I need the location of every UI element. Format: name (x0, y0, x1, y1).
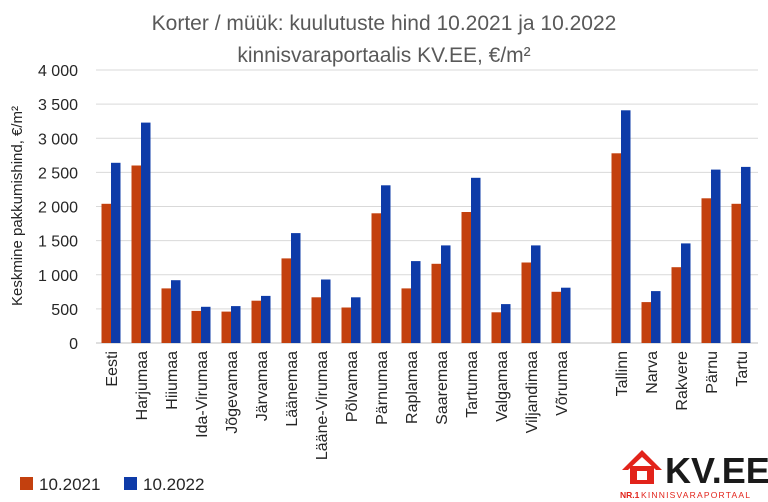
legend-label-10-2021: 10.2021 (39, 475, 100, 494)
bar-jarvamaa-10-2022 (261, 295, 271, 343)
legend-swatch-10-2022 (124, 477, 137, 490)
x-tick-label-parnu: Pärnu (704, 351, 721, 394)
bar-ida-virumaa-10-2022 (201, 306, 211, 343)
bar-vorumaa-10-2021 (551, 291, 561, 343)
bar-saaremaa-10-2021 (431, 263, 441, 343)
bar-viljandimaa-10-2021 (521, 262, 531, 343)
bar-rakvere-10-2022 (681, 243, 691, 343)
y-axis-label: Keskmine pakkumishind, €/m² (9, 106, 26, 306)
logo-wordmark: KV.EE (665, 450, 768, 491)
x-tick-label-raplamaa: Raplamaa (404, 351, 421, 424)
x-tick-label-saaremaa: Saaremaa (434, 351, 451, 425)
bar-laanemaa-10-2022 (291, 233, 301, 343)
legend-swatch-10-2021 (20, 477, 33, 490)
bar-eesti-10-2022 (111, 162, 121, 343)
bar-rakvere-10-2021 (671, 267, 681, 343)
y-tick-label: 4 000 (38, 63, 78, 80)
bar-tartumaa-10-2021 (461, 212, 471, 343)
x-tick-label-jogevamaa: Jõgevamaa (224, 351, 241, 434)
x-tick-label-polvamaa: Põlvamaa (344, 351, 361, 422)
bar-valgamaa-10-2022 (501, 304, 511, 343)
bar-tartu-10-2022 (741, 166, 751, 343)
y-tick-label: 1 000 (38, 268, 78, 285)
x-tick-label-vorumaa: Võrumaa (554, 351, 571, 416)
x-tick-label-rakvere: Rakvere (674, 351, 691, 411)
y-tick-label: 0 (69, 336, 78, 353)
logo-tagline-prefix: NR.1 (620, 490, 640, 500)
x-tick-label-tartumaa: Tartumaa (464, 351, 481, 418)
y-tick-label: 3 500 (38, 97, 78, 114)
bar-laane-virumaa-10-2021 (311, 297, 321, 343)
bar-tallinn-10-2021 (611, 153, 621, 343)
bar-ida-virumaa-10-2021 (191, 310, 201, 343)
bar-tallinn-10-2022 (621, 110, 631, 343)
legend-label-10-2022: 10.2022 (143, 475, 204, 494)
bar-parnumaa-10-2021 (371, 213, 381, 343)
x-tick-label-jarvamaa: Järvamaa (254, 351, 271, 421)
x-tick-label-laane-virumaa: Lääne-Virumaa (314, 351, 331, 460)
bar-jogevamaa-10-2022 (231, 306, 241, 343)
bar-raplamaa-10-2021 (401, 288, 411, 343)
y-tick-label: 2 000 (38, 200, 78, 217)
house-icon (622, 450, 662, 484)
bar-parnu-10-2022 (711, 169, 721, 343)
bar-polvamaa-10-2021 (341, 307, 351, 343)
logo-tagline: KINNISVARAPORTAAL (641, 490, 751, 500)
bar-eesti-10-2021 (101, 203, 111, 343)
x-tick-label-ida-virumaa: Ida-Virumaa (194, 351, 211, 438)
bar-laane-virumaa-10-2022 (321, 279, 331, 343)
bar-laanemaa-10-2021 (281, 258, 291, 343)
x-tick-label-eesti: Eesti (104, 351, 121, 387)
x-tick-label-narva: Narva (644, 351, 661, 394)
bar-tartumaa-10-2022 (471, 177, 481, 343)
bar-vorumaa-10-2022 (561, 287, 571, 343)
bar-saaremaa-10-2022 (441, 245, 451, 343)
bar-parnu-10-2021 (701, 198, 711, 343)
y-tick-labels: 0 500 1 000 1 500 2 000 2 500 3 000 3 500 4 000 (38, 63, 78, 353)
legend: 10.2021 10.2022 (20, 475, 204, 494)
bar-polvamaa-10-2022 (351, 297, 361, 343)
bar-harjumaa-10-2021 (131, 165, 141, 343)
x-tick-label-valgamaa: Valgamaa (494, 351, 511, 422)
bar-narva-10-2022 (651, 291, 661, 343)
bar-narva-10-2021 (641, 302, 651, 343)
bar-valgamaa-10-2021 (491, 312, 501, 343)
bar-hiiumaa-10-2022 (171, 280, 181, 343)
bars (101, 110, 751, 343)
y-tick-label: 3 000 (38, 131, 78, 148)
y-tick-label: 500 (51, 302, 78, 319)
x-tick-label-harjumaa: Harjumaa (134, 351, 151, 420)
x-tick-label-laanemaa: Läänemaa (284, 351, 301, 427)
y-tick-label: 1 500 (38, 234, 78, 251)
x-tick-label-viljandimaa: Viljandimaa (524, 351, 541, 434)
bar-harjumaa-10-2022 (141, 122, 151, 343)
x-tick-label-parnumaa: Pärnumaa (374, 351, 391, 425)
x-tick-label-tartu: Tartu (734, 351, 751, 387)
bar-jarvamaa-10-2021 (251, 300, 261, 343)
y-tick-label: 2 500 (38, 165, 78, 182)
x-tick-labels: Eesti Harjumaa Hiiumaa Ida-Virumaa Jõgevamaa… (104, 351, 751, 460)
chart-subtitle: kinnisvaraportaalis KV.EE, €/m² (237, 44, 530, 67)
x-tick-label-hiiumaa: Hiiumaa (164, 351, 181, 410)
bar-tartu-10-2021 (731, 203, 741, 343)
chart-title: Korter / müük: kuulutuste hind 10.2021 j… (152, 12, 617, 35)
bar-jogevamaa-10-2021 (221, 311, 231, 343)
x-tick-label-tallinn: Tallinn (614, 351, 631, 396)
kv-ee-logo: KV.EE NR.1 KINNISVARAPORTAAL (620, 450, 768, 500)
bar-raplamaa-10-2022 (411, 261, 421, 343)
bar-hiiumaa-10-2021 (161, 288, 171, 343)
bar-viljandimaa-10-2022 (531, 245, 541, 343)
bar-parnumaa-10-2022 (381, 185, 391, 343)
